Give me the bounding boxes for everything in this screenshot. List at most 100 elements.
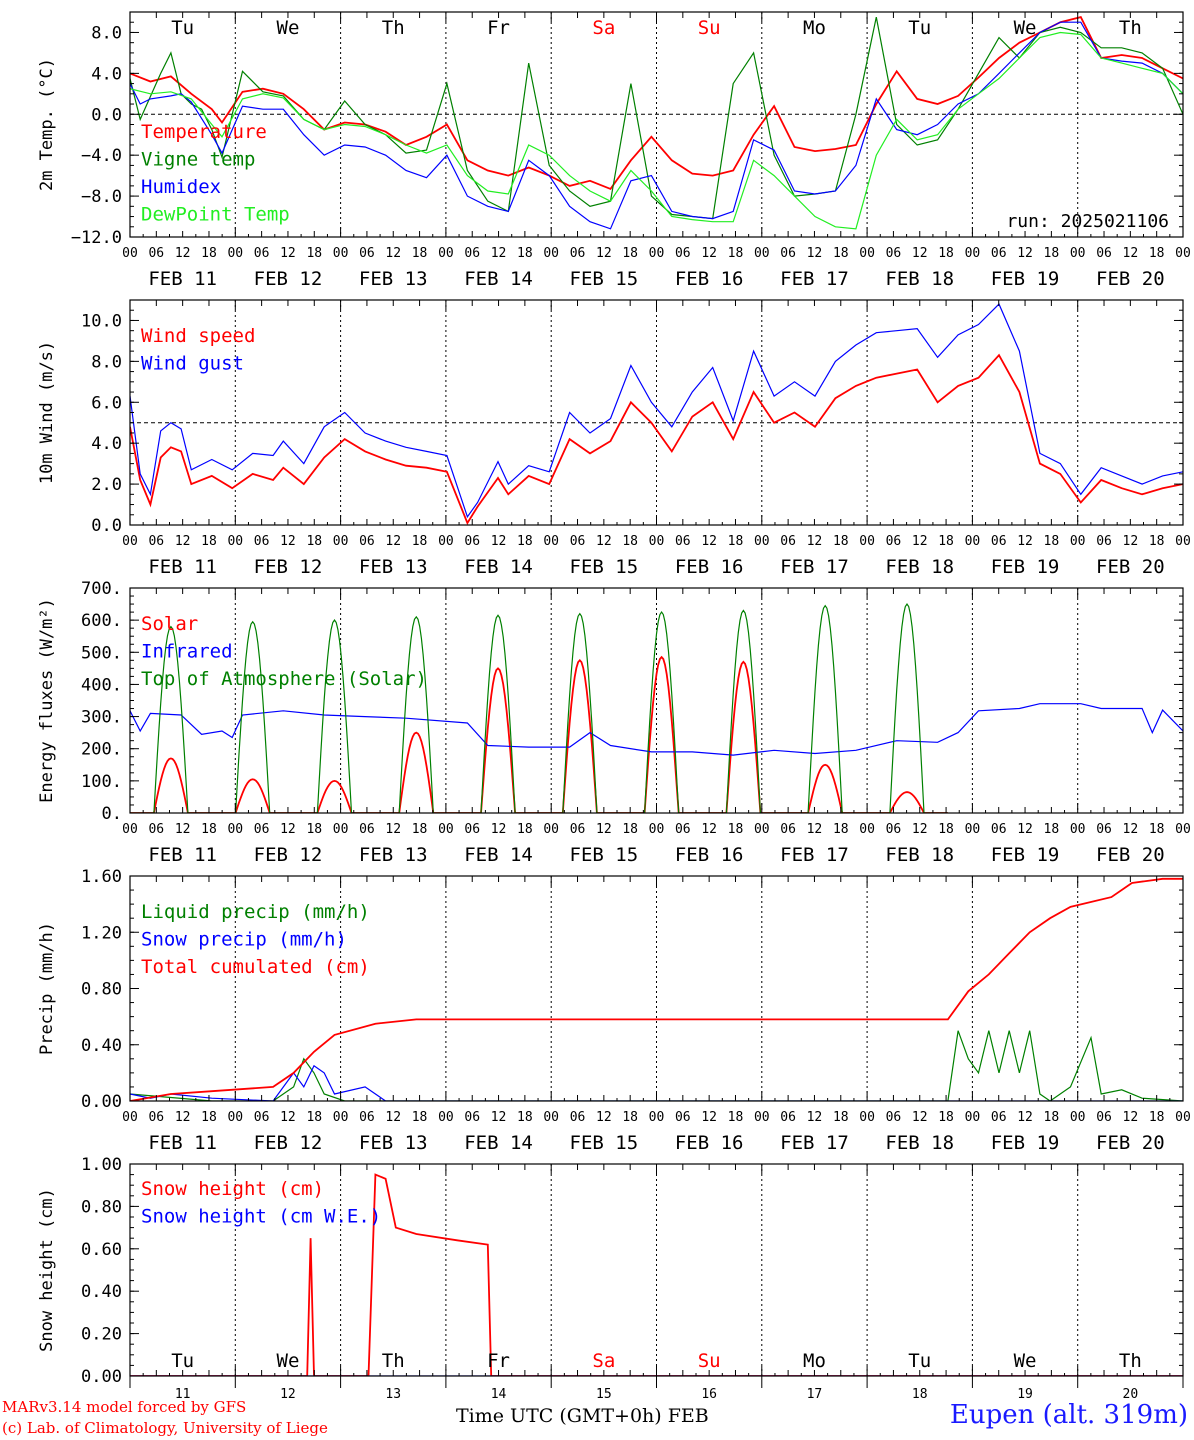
hour-tick-label: 00 — [649, 822, 665, 837]
hour-tick-label: 12 — [596, 534, 612, 549]
hour-tick-label: 18 — [833, 1110, 849, 1125]
series-group — [130, 877, 1183, 1101]
hour-tick-label: 18 — [622, 1110, 638, 1125]
date-label: FEB 11 — [148, 268, 217, 290]
series-group — [130, 603, 1183, 813]
weekday-label: Mo — [803, 1350, 826, 1372]
hour-tick-label: 06 — [464, 246, 480, 261]
day-number-label: 13 — [385, 1387, 401, 1402]
hour-tick-label: 00 — [543, 534, 559, 549]
hour-tick-label: 06 — [254, 246, 270, 261]
hour-tick-label: 12 — [807, 1110, 823, 1125]
hour-tick-label: 12 — [175, 246, 191, 261]
date-label: FEB 20 — [1096, 844, 1165, 866]
date-label: FEB 18 — [885, 844, 954, 866]
date-label: FEB 12 — [254, 844, 323, 866]
weekday-label: Th — [1119, 17, 1142, 39]
hour-tick-label: 12 — [701, 822, 717, 837]
hour-tick-label: 12 — [1123, 822, 1139, 837]
weekday-label: We — [277, 1350, 300, 1372]
hour-tick-label: 00 — [122, 1110, 138, 1125]
y-axis-label: Energy fluxes (W/m²) — [37, 598, 57, 803]
hour-tick-label: 06 — [886, 1110, 902, 1125]
hour-tick-label: 00 — [227, 822, 243, 837]
date-label: FEB 11 — [148, 844, 217, 866]
hour-tick-label: 00 — [1175, 1110, 1191, 1125]
y-tick-label: 300. — [81, 708, 122, 728]
y-tick-label: 1.60 — [81, 867, 122, 887]
hour-tick-label: 12 — [1123, 1110, 1139, 1125]
hour-tick-label: 18 — [201, 1110, 217, 1125]
hour-tick-label: 12 — [280, 534, 296, 549]
date-label: FEB 12 — [254, 1132, 323, 1154]
hour-tick-label: 18 — [1149, 1110, 1165, 1125]
date-label: FEB 18 — [885, 556, 954, 578]
y-tick-label: 700. — [81, 579, 122, 599]
hour-tick-label: 06 — [570, 1110, 586, 1125]
hour-tick-label: 18 — [833, 246, 849, 261]
hour-tick-label: 00 — [1175, 822, 1191, 837]
date-label: FEB 14 — [464, 268, 533, 290]
y-tick-label: 0. — [102, 804, 122, 824]
hour-tick-label: 00 — [543, 822, 559, 837]
hour-tick-label: 06 — [1096, 534, 1112, 549]
y-tick-label: 4.0 — [91, 64, 122, 84]
hour-tick-label: 06 — [148, 534, 164, 549]
date-label: FEB 16 — [675, 268, 744, 290]
hour-tick-label: 06 — [991, 534, 1007, 549]
hour-tick-label: 06 — [570, 822, 586, 837]
hour-tick-label: 00 — [438, 534, 454, 549]
legend-entry: DewPoint Temp — [141, 204, 290, 226]
hour-tick-label: 06 — [675, 534, 691, 549]
weekday-label: Tu — [171, 1350, 194, 1372]
series-line-infrared — [130, 703, 1183, 756]
weekday-label: We — [1014, 1350, 1037, 1372]
y-tick-label: −8.0 — [81, 187, 122, 207]
hour-tick-label: 00 — [754, 534, 770, 549]
hour-tick-label: 06 — [886, 534, 902, 549]
hour-tick-label: 00 — [965, 1110, 981, 1125]
y-tick-label: 0.80 — [81, 1197, 122, 1217]
hour-tick-label: 12 — [1017, 246, 1033, 261]
date-label: FEB 18 — [885, 1132, 954, 1154]
hour-tick-label: 18 — [201, 534, 217, 549]
hour-tick-label: 12 — [912, 534, 928, 549]
date-label: FEB 16 — [675, 556, 744, 578]
y-tick-label: 2.0 — [91, 475, 122, 495]
legend-entry: Total cumulated (cm) — [141, 956, 370, 978]
hour-tick-label: 18 — [1149, 534, 1165, 549]
hour-tick-label: 00 — [438, 822, 454, 837]
panel-4: 1.60 1.20 0.80 0.40 0.00 Precip (mm/h) Liquid … — [37, 867, 1191, 1154]
weekday-label: Th — [382, 1350, 405, 1372]
weekday-label: Fr — [487, 17, 510, 39]
hour-tick-label: 06 — [148, 246, 164, 261]
hour-tick-label: 06 — [359, 1110, 375, 1125]
date-label: FEB 18 — [885, 268, 954, 290]
date-label: FEB 13 — [359, 1132, 428, 1154]
hour-tick-label: 18 — [1044, 246, 1060, 261]
hour-tick-label: 18 — [833, 534, 849, 549]
hour-tick-label: 12 — [596, 822, 612, 837]
day-number-label: 14 — [491, 1387, 507, 1402]
hour-tick-label: 18 — [412, 1110, 428, 1125]
hour-tick-label: 18 — [728, 534, 744, 549]
hour-tick-label: 18 — [1149, 822, 1165, 837]
day-number-label: 20 — [1123, 1387, 1139, 1402]
day-number-label: 17 — [807, 1387, 823, 1402]
weekday-label: Th — [1119, 1350, 1142, 1372]
y-axis-label: 10m Wind (m/s) — [37, 341, 57, 484]
hour-tick-label: 00 — [227, 534, 243, 549]
hour-tick-label: 12 — [385, 822, 401, 837]
hour-tick-label: 18 — [412, 822, 428, 837]
weekday-label: Sa — [592, 1350, 615, 1372]
panel-2: 10.0 8.0 6.0 4.0 2.0 0.0 10m Wind (m/s) Wind sp… — [37, 299, 1191, 578]
hour-tick-label: 18 — [728, 1110, 744, 1125]
hour-tick-label: 00 — [438, 1110, 454, 1125]
hour-tick-label: 18 — [306, 1110, 322, 1125]
y-axis-label: 2m Temp. (°C) — [37, 58, 57, 191]
hour-tick-label: 18 — [728, 822, 744, 837]
date-label: FEB 19 — [991, 268, 1060, 290]
date-label: FEB 13 — [359, 844, 428, 866]
y-tick-label: 10.0 — [81, 311, 122, 331]
